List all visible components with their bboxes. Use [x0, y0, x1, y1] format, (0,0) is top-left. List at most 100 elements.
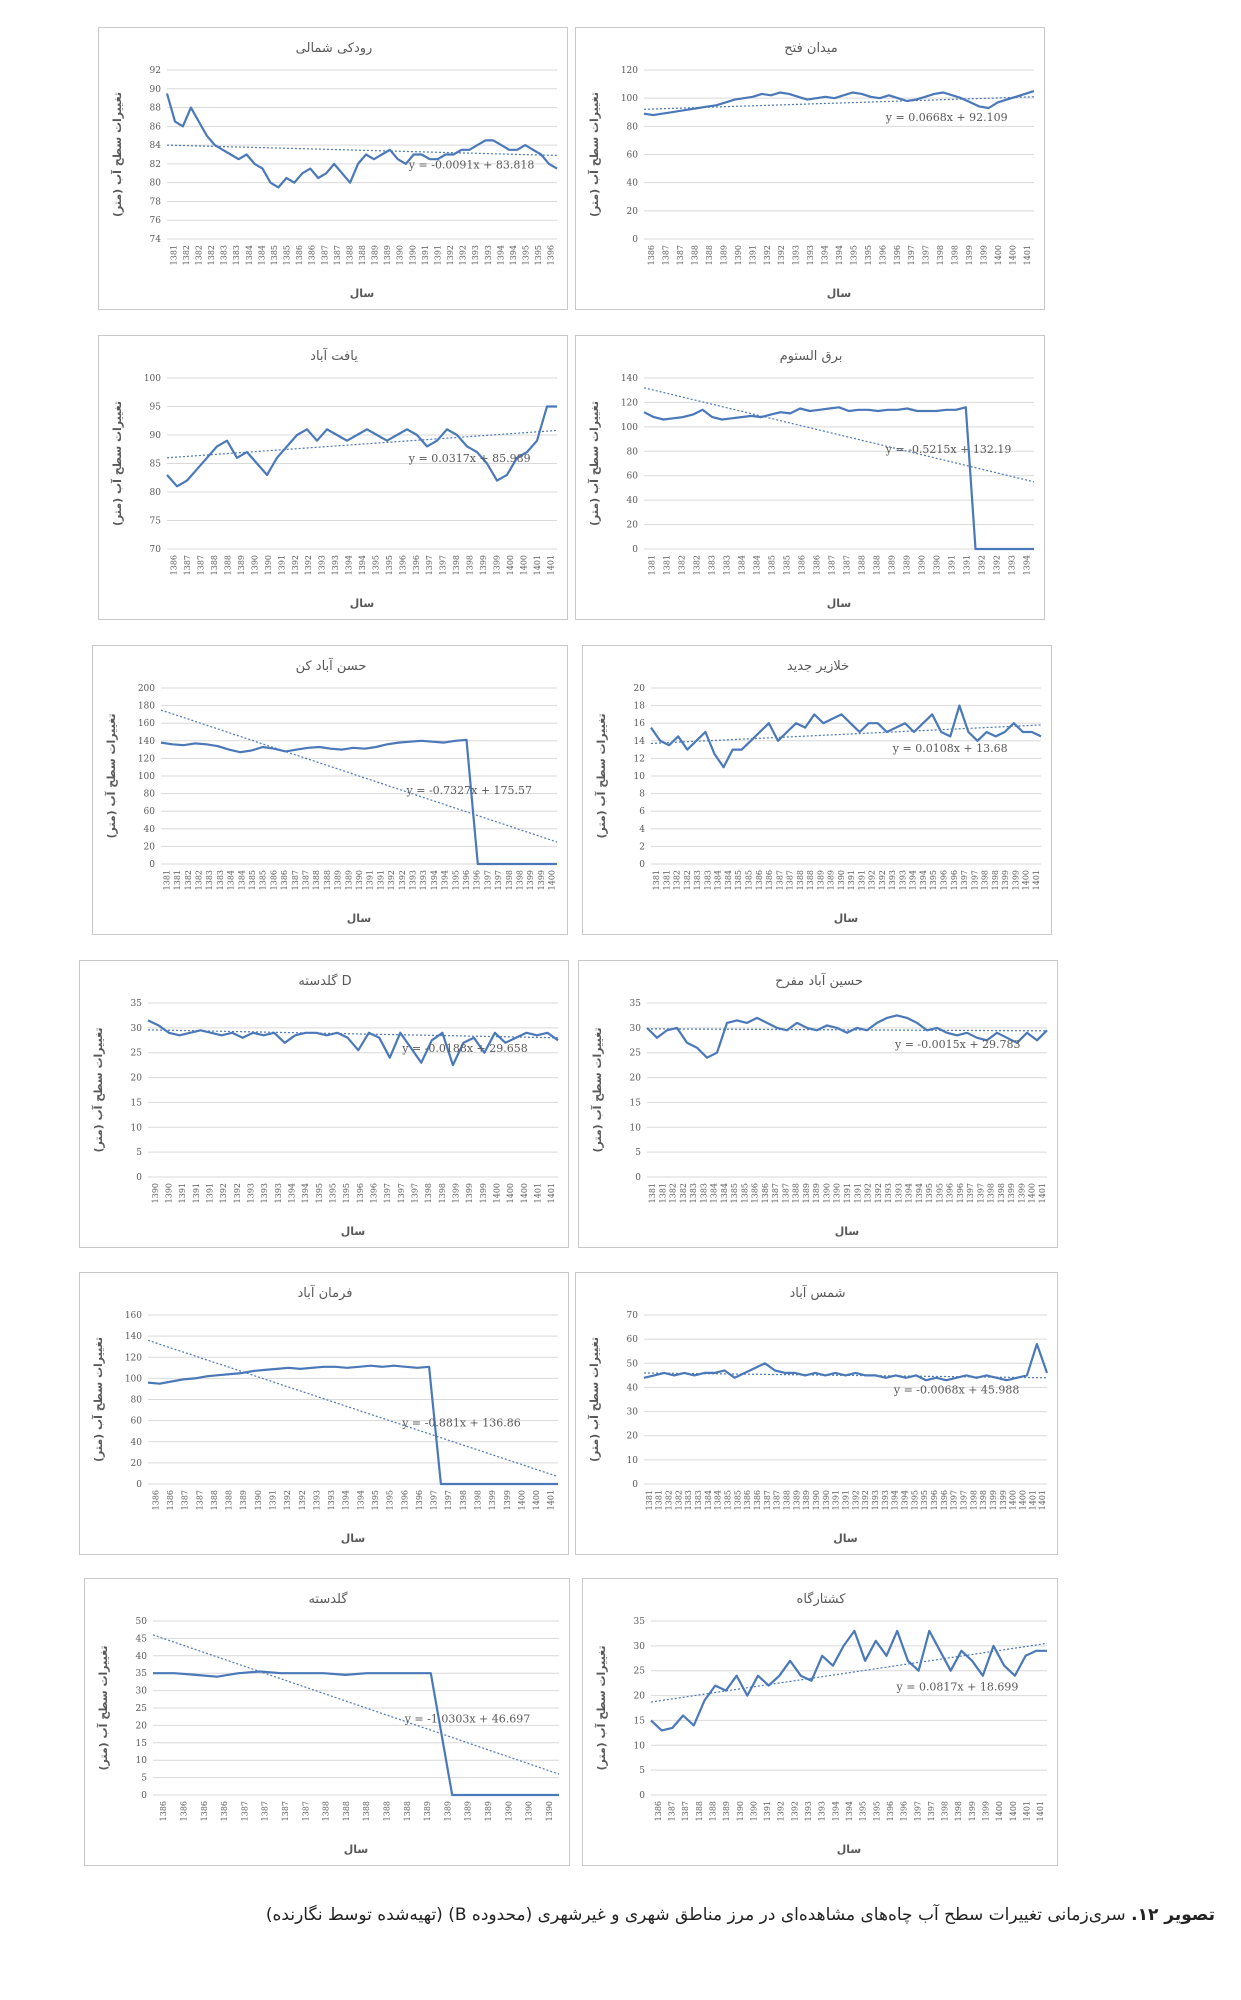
x-tick-label: 1394: [1023, 555, 1032, 575]
x-tick-label: 1401: [1032, 870, 1041, 890]
x-tick-label: 1386: [755, 870, 764, 890]
x-tick-label: 1392: [777, 1801, 786, 1821]
x-tick-label: 1387: [775, 870, 784, 890]
y-tick-label: 160: [125, 1311, 142, 1321]
x-tick-label: 1395: [315, 1183, 324, 1203]
x-tick-label: 1388: [708, 1801, 717, 1821]
x-tick-label: 1384: [724, 870, 733, 890]
x-tick-label: 1389: [816, 870, 825, 890]
x-tick-label: 1393: [898, 870, 907, 890]
series-line: [643, 90, 1035, 117]
x-tick-label: 1392: [283, 1490, 292, 1510]
x-tick-label: 1394: [342, 1490, 351, 1510]
x-tick-label: 1389: [443, 1801, 452, 1821]
x-tick-label: 1396: [356, 1183, 365, 1203]
x-tick-label: 1387: [781, 1183, 790, 1203]
x-tick-label: 1390: [736, 1801, 745, 1821]
x-tick-label: 1392: [298, 1490, 307, 1510]
x-tick-label: 1389: [802, 1183, 811, 1203]
y-tick-label: 120: [125, 1353, 142, 1363]
x-tick-label: 1385: [259, 870, 268, 890]
x-tick-label: 1395: [385, 555, 394, 575]
x-tick-label: 1384: [738, 555, 747, 575]
x-tick-label: 1394: [831, 1801, 840, 1821]
x-tick-label: 1397: [922, 245, 931, 265]
x-tick-label: 1393: [260, 1183, 269, 1203]
x-tick-label: 1394: [845, 1801, 854, 1821]
x-tick-label: 1397: [976, 1183, 985, 1203]
x-tick-label: 1397: [411, 1183, 420, 1203]
x-tick-label: 1392: [993, 555, 1002, 575]
y-tick-label: 40: [136, 1652, 148, 1662]
x-tick-label: 1395: [329, 1183, 338, 1203]
y-tick-label: 25: [634, 1667, 646, 1677]
x-tick-label: 1393: [881, 1490, 890, 1510]
x-tick-label: 1382: [184, 870, 193, 890]
chart-panel-meydan: میدان فتح 0 20 40 60 80 100 120 تغییرات سطح آب (…: [575, 27, 1045, 310]
x-tick-label: 1382: [679, 1183, 688, 1203]
y-axis-label: تغییرات سطح آب (متر): [91, 1028, 105, 1153]
x-tick-label: 1392: [446, 245, 455, 265]
y-tick-label: 20: [630, 1074, 642, 1084]
y-tick-label: 60: [131, 1417, 143, 1427]
chart-title: شمس آباد: [789, 1284, 845, 1301]
y-tick-label: 20: [627, 1432, 639, 1442]
x-tick-label: 1391: [433, 245, 442, 265]
chart-svg-hosseinabad: حسین آباد مفرح 0 5 10 15 20 25 30 35 تغییرات سطح …: [590, 972, 1048, 1238]
x-tick-label: 1397: [430, 1490, 439, 1510]
x-tick-label: 1391: [192, 1183, 201, 1203]
x-tick-label: 1394: [891, 1490, 900, 1510]
x-tick-label: 1392: [861, 1490, 870, 1510]
y-tick-label: 20: [634, 1692, 646, 1702]
x-tick-label: 1396: [940, 1490, 949, 1510]
x-tick-label: 1391: [748, 245, 757, 265]
x-tick-label: 1395: [935, 1183, 944, 1203]
x-tick-label: 1393: [894, 1183, 903, 1203]
x-tick-label: 1388: [382, 1801, 391, 1821]
x-tick-label: 1400: [506, 1183, 515, 1203]
y-axis-label: تغییرات سطح آب (متر): [110, 401, 124, 526]
x-axis-label: سال: [341, 1532, 366, 1545]
trend-equation: y = -0.0068x + 45.988: [893, 1383, 1020, 1396]
y-tick-label: 40: [131, 1438, 143, 1448]
x-tick-label: 1394: [915, 1183, 924, 1203]
x-tick-label: 1395: [920, 1490, 929, 1510]
x-tick-label: 1395: [534, 245, 543, 265]
y-tick-label: 30: [630, 1024, 642, 1034]
y-tick-label: 18: [634, 702, 646, 712]
x-tick-label: 1388: [224, 555, 233, 575]
x-tick-label: 1386: [743, 1490, 752, 1510]
x-tick-label: 1389: [237, 555, 246, 575]
x-tick-label: 1392: [864, 1183, 873, 1203]
chart-title: حسین آباد مفرح: [775, 972, 863, 989]
y-tick-label: 78: [150, 197, 162, 207]
y-tick-label: 100: [621, 94, 638, 104]
x-tick-label: 1385: [270, 245, 279, 265]
x-tick-label: 1381: [663, 555, 672, 575]
x-tick-label: 1383: [723, 555, 732, 575]
x-tick-label: 1400: [493, 1183, 502, 1203]
x-tick-label: 1383: [232, 245, 241, 265]
chart-panel-barq: برق الستوم 0 20 40 60 80 100 120 140 تغییرات سطح …: [575, 335, 1045, 620]
x-tick-label: 1399: [537, 870, 546, 890]
x-tick-label: 1386: [200, 1801, 209, 1821]
x-tick-label: 1385: [733, 1490, 742, 1510]
x-tick-label: 1390: [396, 245, 405, 265]
x-axis-label: سال: [834, 912, 859, 925]
x-tick-label: 1394: [356, 1490, 365, 1510]
trendline: [643, 96, 1035, 110]
x-tick-label: 1401: [1023, 1801, 1032, 1821]
y-tick-label: 30: [634, 1642, 646, 1652]
x-tick-label: 1386: [280, 870, 289, 890]
x-tick-label: 1397: [959, 1490, 968, 1510]
x-tick-label: 1386: [166, 1490, 175, 1510]
x-tick-label: 1389: [344, 870, 353, 890]
y-tick-label: 20: [627, 207, 639, 217]
trendline: [147, 1339, 559, 1478]
x-tick-label: 1388: [210, 1490, 219, 1510]
x-tick-label: 1384: [245, 245, 254, 265]
x-tick-label: 1381: [162, 870, 171, 890]
x-tick-label: 1383: [708, 555, 717, 575]
x-tick-label: 1386: [798, 555, 807, 575]
chart-title: رودکی شمالی: [296, 41, 373, 56]
